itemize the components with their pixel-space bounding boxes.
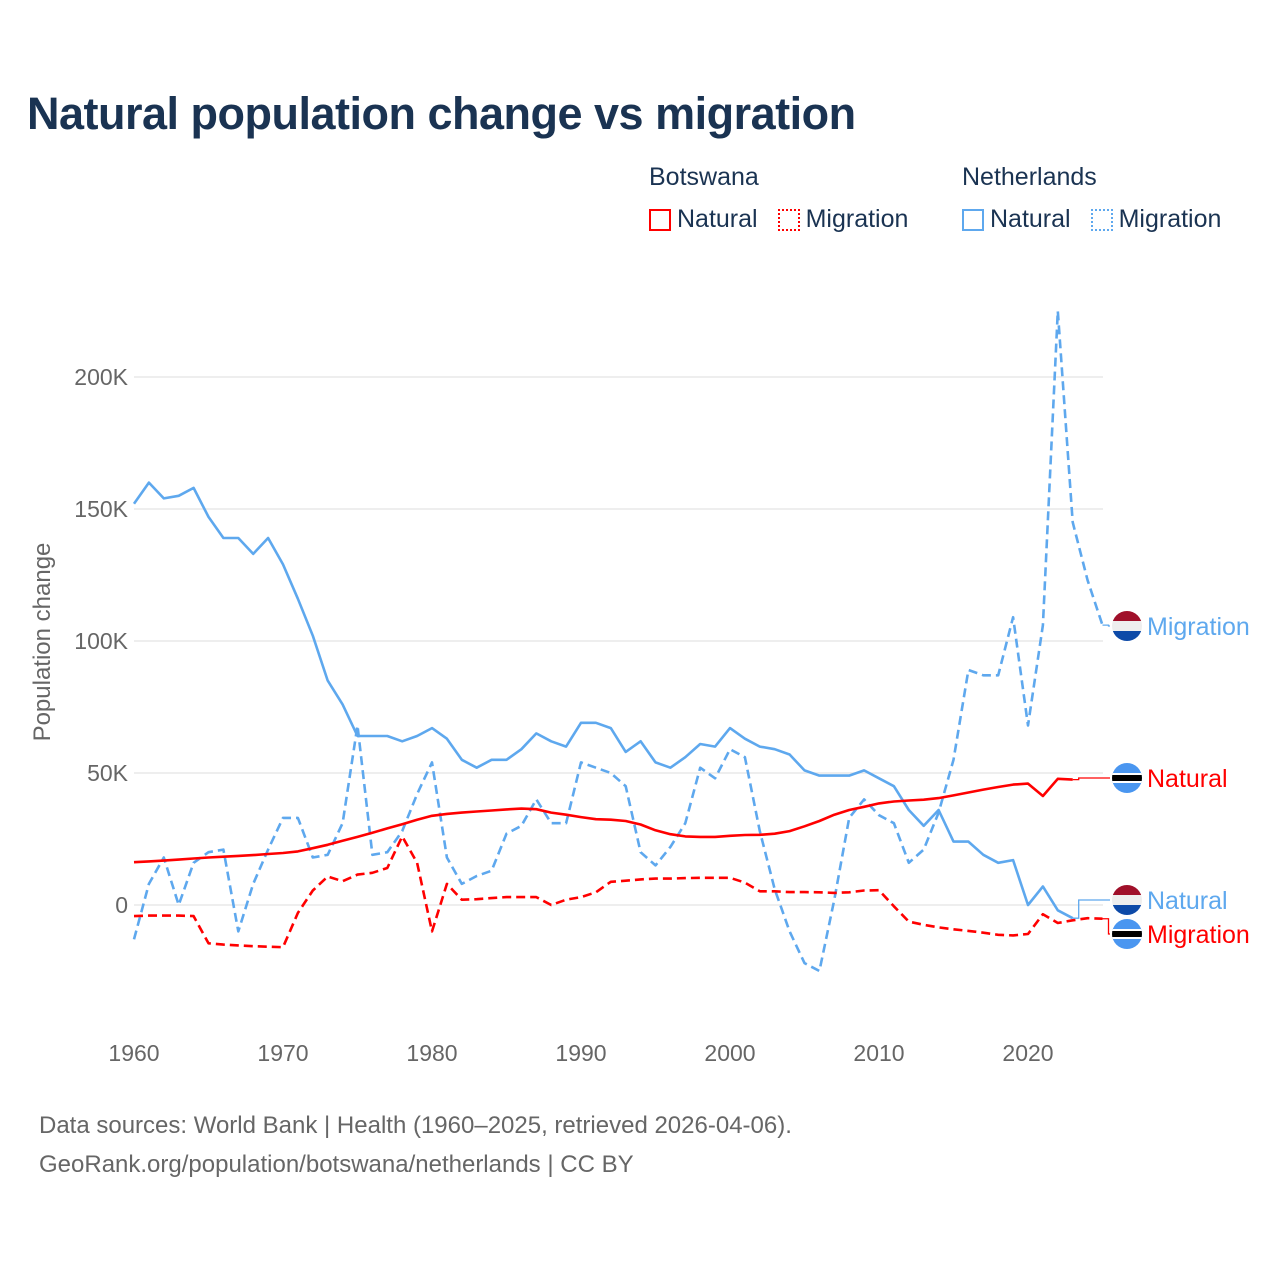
flag-stripe [1112,929,1142,939]
legend-item-netherlands-natural[interactable]: Natural [962,205,1071,234]
dotted-swatch-icon [1090,208,1113,231]
label-connector [1072,777,1110,781]
legend-label: Natural [677,205,758,233]
series-line-botswana-migration [133,835,1103,949]
flag-stripe [1112,631,1142,641]
netherlands-flag-icon [1112,885,1142,915]
x-tick-label: 1970 [257,1040,308,1066]
footer: Data sources: World Bank | Health (1960–… [39,1106,792,1184]
source-link[interactable]: GeoRank.org/population/botswana/netherla… [39,1151,634,1178]
y-tick-label: 50K [87,760,129,786]
flag-body [1112,611,1142,641]
legend-label: Migration [805,205,909,233]
label-connector [1072,899,1110,919]
chart-title: Natural population change vs migration [27,88,856,139]
end-label: Migration [1147,921,1250,949]
botswana-flag-icon [1112,919,1142,949]
flag-stripe [1112,611,1142,621]
legend-item-botswana-natural[interactable]: Natural [649,205,758,234]
flag-stripe [1112,905,1142,915]
end-label: Natural [1147,765,1228,793]
flag-body [1112,919,1142,949]
x-tick-label: 2010 [853,1040,904,1066]
flag-stripe [1112,775,1142,781]
legend-label: Migration [1118,205,1222,233]
label-connector [1102,918,1110,935]
label-connector [1102,624,1110,627]
flag-stripe [1112,621,1142,631]
y-tick-label: 150K [74,496,128,522]
flag-stripe [1112,931,1142,937]
legend-label: Natural [990,205,1071,233]
y-tick-label: 0 [115,892,128,918]
data-sources: Data sources: World Bank | Health (1960–… [39,1112,792,1139]
flag-body [1112,763,1142,793]
series-line-netherlands-natural [132,481,1074,920]
y-axis-label: Population change [29,543,56,742]
end-label: Migration [1147,613,1250,641]
flag-stripe [1112,895,1142,905]
netherlands-flag-icon [1112,611,1142,641]
legend-group-botswana: Botswana Natural Migration [649,163,908,234]
x-tick-label: 2000 [704,1040,755,1066]
series-line-botswana-natural [133,777,1073,864]
legend-country: Netherlands [962,163,1097,191]
solid-swatch-icon [962,208,984,231]
dotted-swatch-icon [777,208,800,231]
legend-item-netherlands-migration[interactable]: Migration [1090,205,1222,234]
x-tick-label: 2020 [1002,1040,1053,1066]
flag-field [1112,763,1142,793]
series-line-netherlands-migration [132,309,1104,973]
end-label: Natural [1147,887,1228,915]
x-tick-label: 1960 [108,1040,159,1066]
botswana-flag-icon [1112,763,1142,793]
legend-country: Botswana [649,163,759,191]
y-tick-label: 100K [74,628,128,654]
solid-swatch-icon [649,208,671,231]
flag-field [1112,919,1142,949]
flag-body [1112,885,1142,915]
legend-group-netherlands: Netherlands Natural Migration [962,163,1221,234]
y-tick-label: 200K [74,364,128,390]
flag-stripe [1112,885,1142,895]
flag-stripe [1112,773,1142,783]
x-tick-label: 1980 [406,1040,457,1066]
legend-item-botswana-migration[interactable]: Migration [777,205,909,234]
x-tick-label: 1990 [555,1040,606,1066]
